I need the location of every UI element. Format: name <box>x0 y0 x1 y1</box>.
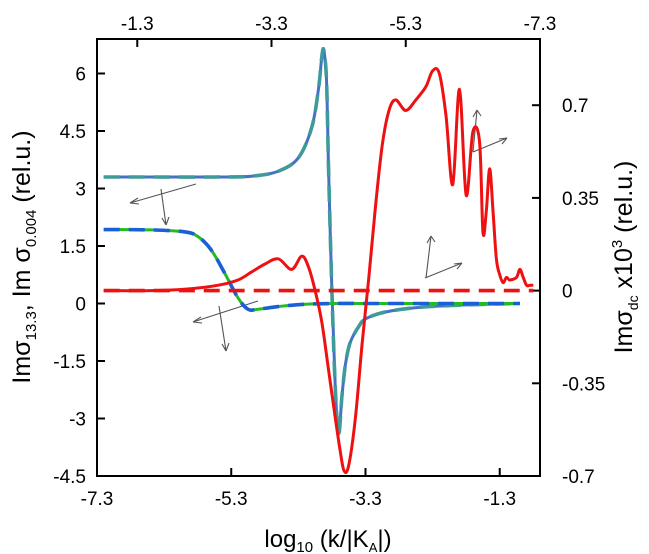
left-title-b: , Im σ <box>8 247 36 312</box>
x-title-sub: 10 <box>296 539 313 554</box>
left-tick-label: 4.5 <box>60 122 86 143</box>
series-line-3 <box>103 228 520 312</box>
x-title-rest-sub: A <box>369 540 378 554</box>
x-title-rest: (k/|K <box>313 526 369 553</box>
right-title-b: x10 <box>610 248 638 295</box>
x-title-end: |) <box>377 526 391 553</box>
top-tick-label: -1.3 <box>121 14 154 35</box>
plot-frame <box>96 38 541 477</box>
bottom-tick-label: -7.3 <box>81 489 114 510</box>
right-axis-title: Imσdc x103 (rel.u.) <box>609 161 641 354</box>
right-title-a-sub: dc <box>625 295 641 310</box>
left-title-a: Imσ <box>8 340 36 384</box>
series-line-5 <box>103 67 534 475</box>
tick-labels: -7.3 -5.3 -3.3 -1.3 -1.3 -3.3 -5.3 -7.3 6 4.5 3 1.5… <box>53 14 605 510</box>
left-tick-label: -1.5 <box>53 352 86 373</box>
left-title-b-sub: 0.004 <box>23 210 40 248</box>
arrow-left-2 <box>192 300 259 324</box>
arrow-right-1 <box>424 262 463 279</box>
right-tick-label: -0.35 <box>562 374 605 395</box>
top-tick-label: -3.3 <box>255 14 288 35</box>
right-tick-label: 0.7 <box>562 96 588 117</box>
ticks <box>96 39 541 477</box>
top-tick-label: -7.3 <box>524 14 557 35</box>
left-tick-label: 0 <box>75 295 86 316</box>
series-layer <box>103 46 534 475</box>
x-axis-title: log10 (k/|KA|) <box>264 526 391 554</box>
left-tick-label: 3 <box>75 180 86 201</box>
left-tick-label: -3 <box>69 410 86 431</box>
bottom-tick-label: -3.3 <box>349 489 382 510</box>
right-title-c: (rel.u.) <box>610 161 638 240</box>
left-tick-label: 6 <box>75 65 86 86</box>
right-tick-label: 0.35 <box>562 189 599 210</box>
x-title-main: log <box>264 526 296 553</box>
left-title-c: (rel.u.) <box>8 130 36 209</box>
arrow-down-2 <box>218 305 230 352</box>
bottom-tick-label: -1.3 <box>483 489 516 510</box>
arrow-left-1 <box>129 183 197 205</box>
right-tick-label: 0 <box>562 282 573 303</box>
left-title-a-sub: 13.3 <box>23 311 40 340</box>
arrow-up-2 <box>472 109 482 153</box>
top-tick-label: -5.3 <box>389 14 422 35</box>
right-title-a: Imσ <box>610 310 638 354</box>
series-line-4 <box>103 227 520 313</box>
arrow-up-1 <box>425 235 436 279</box>
left-tick-label: -4.5 <box>53 467 86 488</box>
left-tick-label: 1.5 <box>60 237 86 258</box>
series-line-2 <box>103 46 520 436</box>
right-title-b-sup: 3 <box>609 240 626 248</box>
bottom-tick-label: -5.3 <box>215 489 248 510</box>
arrow-down-1 <box>160 188 170 226</box>
right-tick-label: -0.7 <box>562 467 595 488</box>
annotation-arrows <box>129 109 508 352</box>
left-axis-title: Imσ13.3, Im σ0.004 (rel.u.) <box>8 130 40 383</box>
